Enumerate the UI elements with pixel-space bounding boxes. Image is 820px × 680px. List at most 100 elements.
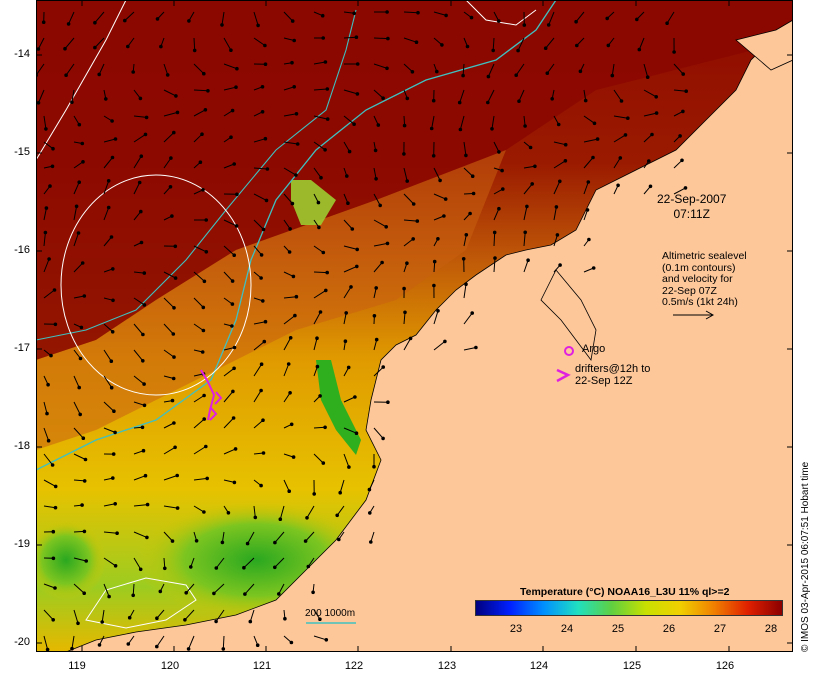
legend-title: Temperature (°C) NOAA16_L3U 11% ql>=2 [520, 586, 730, 598]
velocity-arrow [133, 504, 148, 507]
velocity-arrow [253, 11, 259, 26]
velocity-arrow-head [438, 178, 442, 183]
velocity-arrow [548, 11, 555, 26]
velocity-arrow-head [202, 71, 206, 76]
velocity-arrow-head [522, 23, 527, 27]
velocity-arrow-head [325, 117, 330, 121]
velocity-arrow-head [142, 303, 147, 307]
velocity-arrow-head [52, 288, 57, 292]
velocity-arrow-head [381, 436, 385, 441]
velocity-arrow [43, 401, 48, 414]
velocity-arrow-head [325, 270, 330, 275]
velocity-arrow-head [200, 132, 204, 136]
velocity-arrow-head [46, 382, 50, 387]
velocity-arrow [253, 341, 265, 351]
velocity-arrow-head [51, 146, 55, 151]
velocity-arrow-head [345, 174, 349, 178]
velocity-arrow [73, 161, 84, 169]
timestamp-time: 07:11Z [673, 207, 710, 221]
velocity-arrow [221, 11, 225, 25]
velocity-arrow-head [415, 219, 420, 223]
velocity-arrow [523, 165, 535, 169]
velocity-arrow [243, 557, 255, 569]
velocity-arrow-head [109, 359, 114, 364]
velocity-arrow [103, 401, 115, 412]
velocity-arrow-head [253, 515, 258, 520]
velocity-arrow [283, 337, 292, 351]
velocity-arrow-head [315, 364, 320, 369]
velocity-arrow-head [325, 87, 330, 91]
velocity-arrow-head [436, 237, 440, 241]
velocity-arrow-head [616, 183, 620, 188]
velocity-arrow-head [214, 619, 218, 624]
velocity-arrow-head [263, 319, 268, 324]
velocity-arrow-head [533, 164, 537, 169]
velocity-arrow-head [53, 322, 58, 327]
velocity-arrow-head [139, 240, 144, 245]
velocity-arrow [553, 160, 566, 169]
velocity-arrow [673, 159, 683, 169]
velocity-arrow-head [523, 124, 527, 128]
velocity-arrow-head [212, 591, 216, 596]
velocity-arrow-head [525, 204, 529, 209]
velocity-arrow-head [259, 253, 264, 257]
velocity-arrow [193, 63, 205, 75]
velocity-arrow [493, 208, 500, 221]
velocity-arrow [403, 219, 418, 222]
velocity-arrow-head [543, 46, 548, 51]
velocity-arrow [403, 338, 412, 351]
velocity-arrow-head [283, 616, 287, 621]
velocity-arrow-head [578, 69, 583, 74]
velocity-arrow [553, 141, 566, 146]
velocity-arrow [193, 477, 208, 481]
velocity-arrow [463, 347, 477, 351]
velocity-arrow-head [232, 345, 237, 350]
velocity-arrow-head [680, 158, 684, 163]
velocity-arrow-head [491, 48, 496, 53]
velocity-arrow [193, 395, 205, 403]
velocity-arrow [163, 157, 172, 169]
velocity-arrow [283, 315, 296, 325]
velocity-arrow-head [198, 160, 203, 164]
velocity-arrow [491, 115, 495, 129]
velocity-arrow [306, 505, 315, 519]
velocity-arrow-head [355, 264, 359, 269]
velocity-arrow [313, 61, 326, 65]
velocity-arrow-head [204, 218, 208, 222]
drifter-label: drifters@12h to 22-Sep 12Z [575, 363, 650, 387]
velocity-arrow-head [109, 385, 114, 390]
velocity-arrow [43, 427, 50, 441]
velocity-arrow-head [202, 510, 206, 514]
velocity-arrow-head [79, 325, 84, 330]
velocity-arrow-head [378, 203, 383, 208]
velocity-arrow [643, 134, 653, 143]
velocity-arrow-head [436, 309, 440, 313]
velocity-arrow [403, 193, 415, 205]
velocity-arrow [103, 583, 110, 597]
velocity-arrow-head [170, 214, 174, 218]
velocity-arrow [433, 310, 439, 325]
island-cluster-north [735, 19, 793, 71]
velocity-arrow [343, 36, 357, 39]
velocity-arrow [193, 418, 205, 429]
velocity-arrow [673, 187, 686, 195]
argo-label: Argo [582, 343, 606, 355]
velocity-arrow-head [402, 123, 407, 128]
velocity-arrow [163, 531, 173, 542]
drifter-label-line: drifters@12h to [575, 363, 651, 375]
velocity-arrow [336, 505, 345, 516]
velocity-note-line: Altimetric sealevel [662, 250, 747, 262]
x-tick-label: 125 [622, 660, 642, 672]
colorbar-tick: 26 [662, 623, 676, 635]
velocity-arrow [373, 219, 387, 228]
velocity-arrow [274, 531, 285, 543]
velocity-arrow-head [111, 476, 115, 480]
velocity-arrow [133, 557, 142, 570]
velocity-arrow-head [47, 257, 51, 261]
velocity-arrow [313, 245, 324, 253]
velocity-arrow-head [138, 96, 143, 101]
velocity-arrow-head [350, 227, 355, 231]
velocity-arrow-head [50, 463, 55, 467]
velocity-arrow-head [555, 233, 560, 237]
velocity-arrow [156, 635, 165, 647]
